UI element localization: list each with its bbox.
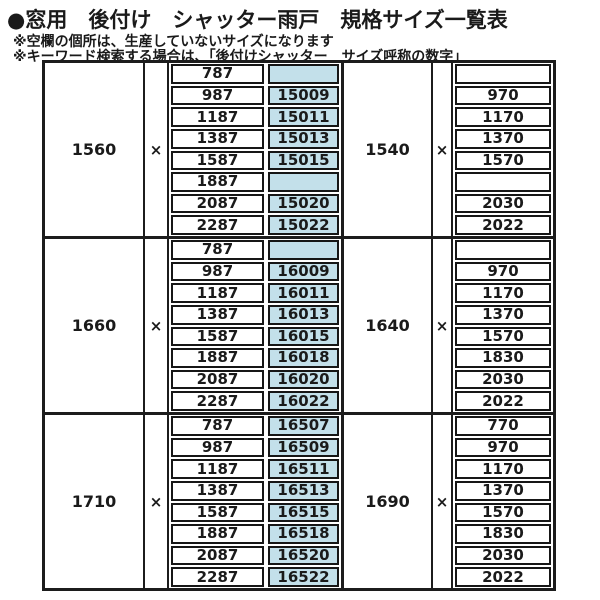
value-cell	[455, 172, 551, 192]
value-cell: 770	[455, 416, 551, 436]
code-cell: 16522	[268, 567, 339, 587]
value-cell: 1570	[455, 326, 551, 347]
value-cell: 1170	[455, 459, 551, 479]
code-cell: 16020	[268, 369, 339, 390]
code-cell	[268, 64, 339, 84]
multiply-sign: ×	[431, 415, 453, 588]
page-title: ●窓用 後付け シャッター雨戸 規格サイズ一覧表	[7, 8, 508, 32]
size-block: 1560 × 787 987 1187 1387 1587 1887 2087 2287 15009…	[45, 63, 553, 236]
code-cell: 16011	[268, 283, 339, 303]
width-cell: 1887	[171, 524, 264, 544]
code-cell: 16515	[268, 502, 339, 523]
value-cell: 2030	[455, 545, 551, 566]
code-cell: 16513	[268, 480, 339, 501]
value-cell: 1170	[455, 283, 551, 303]
width-cell: 1587	[171, 326, 264, 347]
value-cell: 2022	[455, 215, 551, 235]
code-cell: 16507	[268, 416, 339, 436]
code-cell: 15011	[268, 107, 339, 127]
code-cell-column: 15009 15011 15013 15015 15020 15022	[266, 63, 341, 236]
code-cell: 16509	[268, 437, 339, 458]
right-height-cell: 1690	[341, 415, 431, 588]
code-cell: 16520	[268, 545, 339, 566]
size-table: 1560 × 787 987 1187 1387 1587 1887 2087 2287 15009…	[42, 60, 556, 591]
width-cell: 2287	[171, 567, 264, 587]
value-cell: 1370	[455, 480, 551, 501]
value-cell: 1570	[455, 150, 551, 171]
width-cell: 1187	[171, 459, 264, 479]
code-cell: 16009	[268, 261, 339, 282]
width-cell: 2287	[171, 391, 264, 411]
value-cell: 2022	[455, 567, 551, 587]
value-cell: 1370	[455, 128, 551, 149]
width-cell: 1587	[171, 502, 264, 523]
code-cell: 15015	[268, 150, 339, 171]
value-cell: 1830	[455, 524, 551, 544]
width-cell: 987	[171, 437, 264, 458]
width-cell: 1887	[171, 172, 264, 192]
code-cell: 16015	[268, 326, 339, 347]
width-cell-column: 787 987 1187 1387 1587 1887 2087 2287	[169, 239, 266, 412]
note-blank-cells: ※空欄の個所は、生産していないサイズになります	[13, 34, 334, 50]
code-cell: 15020	[268, 193, 339, 214]
width-cell: 1387	[171, 128, 264, 149]
code-cell-column: 16507 16509 16511 16513 16515 16518 16520 16522	[266, 415, 341, 588]
width-cell: 1187	[171, 107, 264, 127]
left-height-cell: 1660	[45, 239, 145, 412]
width-cell: 787	[171, 416, 264, 436]
width-cell: 1387	[171, 480, 264, 501]
code-cell: 15009	[268, 85, 339, 106]
multiply-sign: ×	[145, 63, 169, 236]
left-height-cell: 1710	[45, 415, 145, 588]
value-cell-column: 970 1170 1370 1570 2030 2022	[453, 63, 553, 236]
width-cell: 1387	[171, 304, 264, 325]
value-cell-column: 770 970 1170 1370 1570 1830 2030 2022	[453, 415, 553, 588]
width-cell: 987	[171, 85, 264, 106]
value-cell	[455, 64, 551, 84]
multiply-sign: ×	[145, 415, 169, 588]
value-cell: 970	[455, 261, 551, 282]
multiply-sign: ×	[431, 63, 453, 236]
code-cell: 16018	[268, 348, 339, 368]
size-block: 1710 × 787 987 1187 1387 1587 1887 2087 2287 16507…	[45, 412, 553, 588]
width-cell-column: 787 987 1187 1387 1587 1887 2087 2287	[169, 415, 266, 588]
width-cell: 2087	[171, 369, 264, 390]
right-height-cell: 1540	[341, 63, 431, 236]
width-cell-column: 787 987 1187 1387 1587 1887 2087 2287	[169, 63, 266, 236]
code-cell: 15013	[268, 128, 339, 149]
right-height-cell: 1640	[341, 239, 431, 412]
code-cell: 16518	[268, 524, 339, 544]
value-cell: 1370	[455, 304, 551, 325]
width-cell: 1887	[171, 348, 264, 368]
size-block: 1660 × 787 987 1187 1387 1587 1887 2087 2287 16009…	[45, 236, 553, 412]
code-cell	[268, 172, 339, 192]
code-cell-column: 16009 16011 16013 16015 16018 16020 16022	[266, 239, 341, 412]
value-cell: 1170	[455, 107, 551, 127]
code-cell: 15022	[268, 215, 339, 235]
code-cell	[268, 240, 339, 260]
value-cell: 2030	[455, 193, 551, 214]
value-cell: 2022	[455, 391, 551, 411]
value-cell-column: 970 1170 1370 1570 1830 2030 2022	[453, 239, 553, 412]
width-cell: 2087	[171, 545, 264, 566]
value-cell	[455, 240, 551, 260]
width-cell: 2087	[171, 193, 264, 214]
value-cell: 1830	[455, 348, 551, 368]
code-cell: 16022	[268, 391, 339, 411]
width-cell: 2287	[171, 215, 264, 235]
width-cell: 1587	[171, 150, 264, 171]
code-cell: 16013	[268, 304, 339, 325]
width-cell: 787	[171, 64, 264, 84]
code-cell: 16511	[268, 459, 339, 479]
width-cell: 987	[171, 261, 264, 282]
value-cell: 2030	[455, 369, 551, 390]
value-cell: 970	[455, 437, 551, 458]
value-cell: 1570	[455, 502, 551, 523]
width-cell: 787	[171, 240, 264, 260]
value-cell: 970	[455, 85, 551, 106]
multiply-sign: ×	[431, 239, 453, 412]
multiply-sign: ×	[145, 239, 169, 412]
left-height-cell: 1560	[45, 63, 145, 236]
width-cell: 1187	[171, 283, 264, 303]
